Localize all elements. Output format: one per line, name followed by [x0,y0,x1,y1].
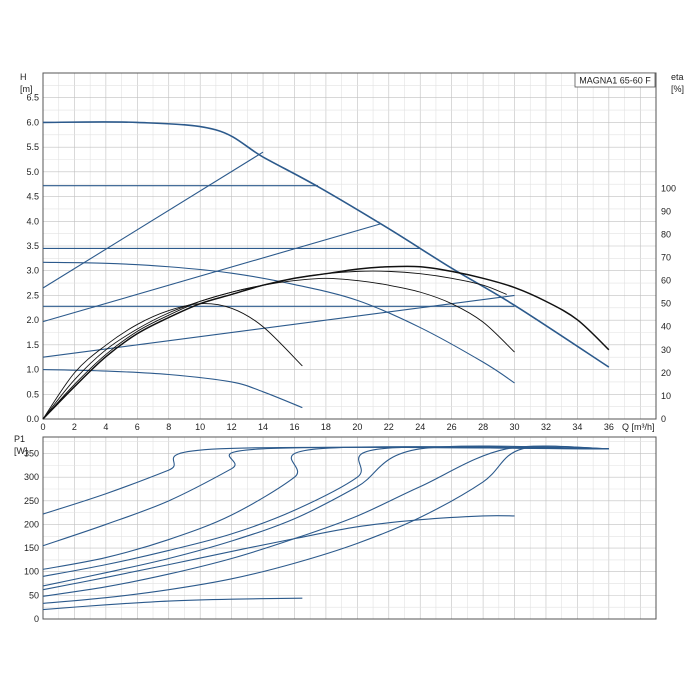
model-label-box: MAGNA1 65-60 F [574,72,656,88]
power-tick-label: 200 [24,519,39,529]
y-tick-label: 0.0 [26,414,39,424]
y2-axis-title: [%] [671,84,684,94]
y-tick-label: 2.0 [26,315,39,325]
y2-tick-label: 10 [661,391,671,401]
y2-tick-label: 70 [661,253,671,263]
power-axis-title: [W] [14,446,28,456]
x-tick-label: 16 [289,422,299,432]
x-tick-label: 36 [604,422,614,432]
head-curve [42,223,382,323]
y2-tick-label: 20 [661,368,671,378]
head-curve [42,369,303,409]
y-tick-label: 3.5 [26,241,39,251]
y2-axis-title: eta [671,72,684,82]
x-tick-label: 6 [135,422,140,432]
y-axis-title: H [20,72,27,82]
curve-layer [42,121,610,611]
y2-tick-label: 30 [661,345,671,355]
y2-tick-label: 60 [661,276,671,286]
y2-tick-label: 100 [661,183,676,193]
y-tick-label: 6.0 [26,117,39,127]
label-layer: 0 2 4 6 8 10 12 14 16 18 20 22 24 26 28 30 32 34 360.00.51… [14,72,684,624]
model-label: MAGNA1 65-60 F [579,76,651,86]
y-tick-label: 1.0 [26,365,39,375]
y-axis-title: [m] [20,84,33,94]
x-tick-label: 18 [321,422,331,432]
x-tick-label: 14 [258,422,268,432]
y-tick-label: 4.0 [26,216,39,226]
y2-tick-label: 80 [661,229,671,239]
power-tick-label: 150 [24,543,39,553]
x-tick-label: 20 [352,422,362,432]
head-curve [42,121,610,368]
y-tick-label: 0.5 [26,389,39,399]
x-axis-title: Q [m³/h] [622,422,655,432]
y-tick-label: 2.5 [26,290,39,300]
power-curve [42,446,609,570]
grid-layer [42,72,657,620]
y2-tick-label: 90 [661,206,671,216]
power-curve [42,445,609,587]
x-tick-label: 34 [572,422,582,432]
power-curve [42,446,609,577]
x-tick-label: 26 [447,422,457,432]
x-tick-label: 12 [227,422,237,432]
y-tick-label: 3.0 [26,266,39,276]
power-tick-label: 100 [24,567,39,577]
y2-tick-label: 40 [661,322,671,332]
power-tick-label: 250 [24,496,39,506]
power-axis-title: P1 [14,434,25,444]
x-tick-label: 4 [103,422,108,432]
power-tick-label: 350 [24,449,39,459]
x-tick-label: 0 [40,422,45,432]
power-tick-label: 300 [24,472,39,482]
y-tick-label: 6.5 [26,93,39,103]
x-tick-label: 30 [510,422,520,432]
power-plot-frame [42,436,657,620]
y2-tick-label: 50 [661,299,671,309]
y-tick-label: 1.5 [26,340,39,350]
power-curve [42,445,609,597]
y-tick-label: 5.5 [26,142,39,152]
efficiency-curve [42,303,303,420]
power-curve [42,515,515,591]
x-tick-label: 22 [384,422,394,432]
head-curve [42,294,515,358]
power-curve [42,597,303,611]
y-tick-label: 5.0 [26,167,39,177]
x-tick-label: 32 [541,422,551,432]
x-tick-label: 28 [478,422,488,432]
x-tick-label: 2 [72,422,77,432]
x-tick-label: 8 [166,422,171,432]
model-label-frame [574,72,656,88]
y2-tick-label: 0 [661,414,666,424]
efficiency-curve [42,277,515,420]
x-tick-label: 24 [415,422,425,432]
head-curve [42,151,264,289]
x-tick-label: 10 [195,422,205,432]
head-curve [42,261,515,384]
efficiency-curve [42,265,610,420]
head-plot-frame [42,72,657,420]
y-tick-label: 4.5 [26,192,39,202]
power-curve [42,445,609,604]
power-tick-label: 50 [29,590,39,600]
power-tick-label: 0 [34,614,39,624]
